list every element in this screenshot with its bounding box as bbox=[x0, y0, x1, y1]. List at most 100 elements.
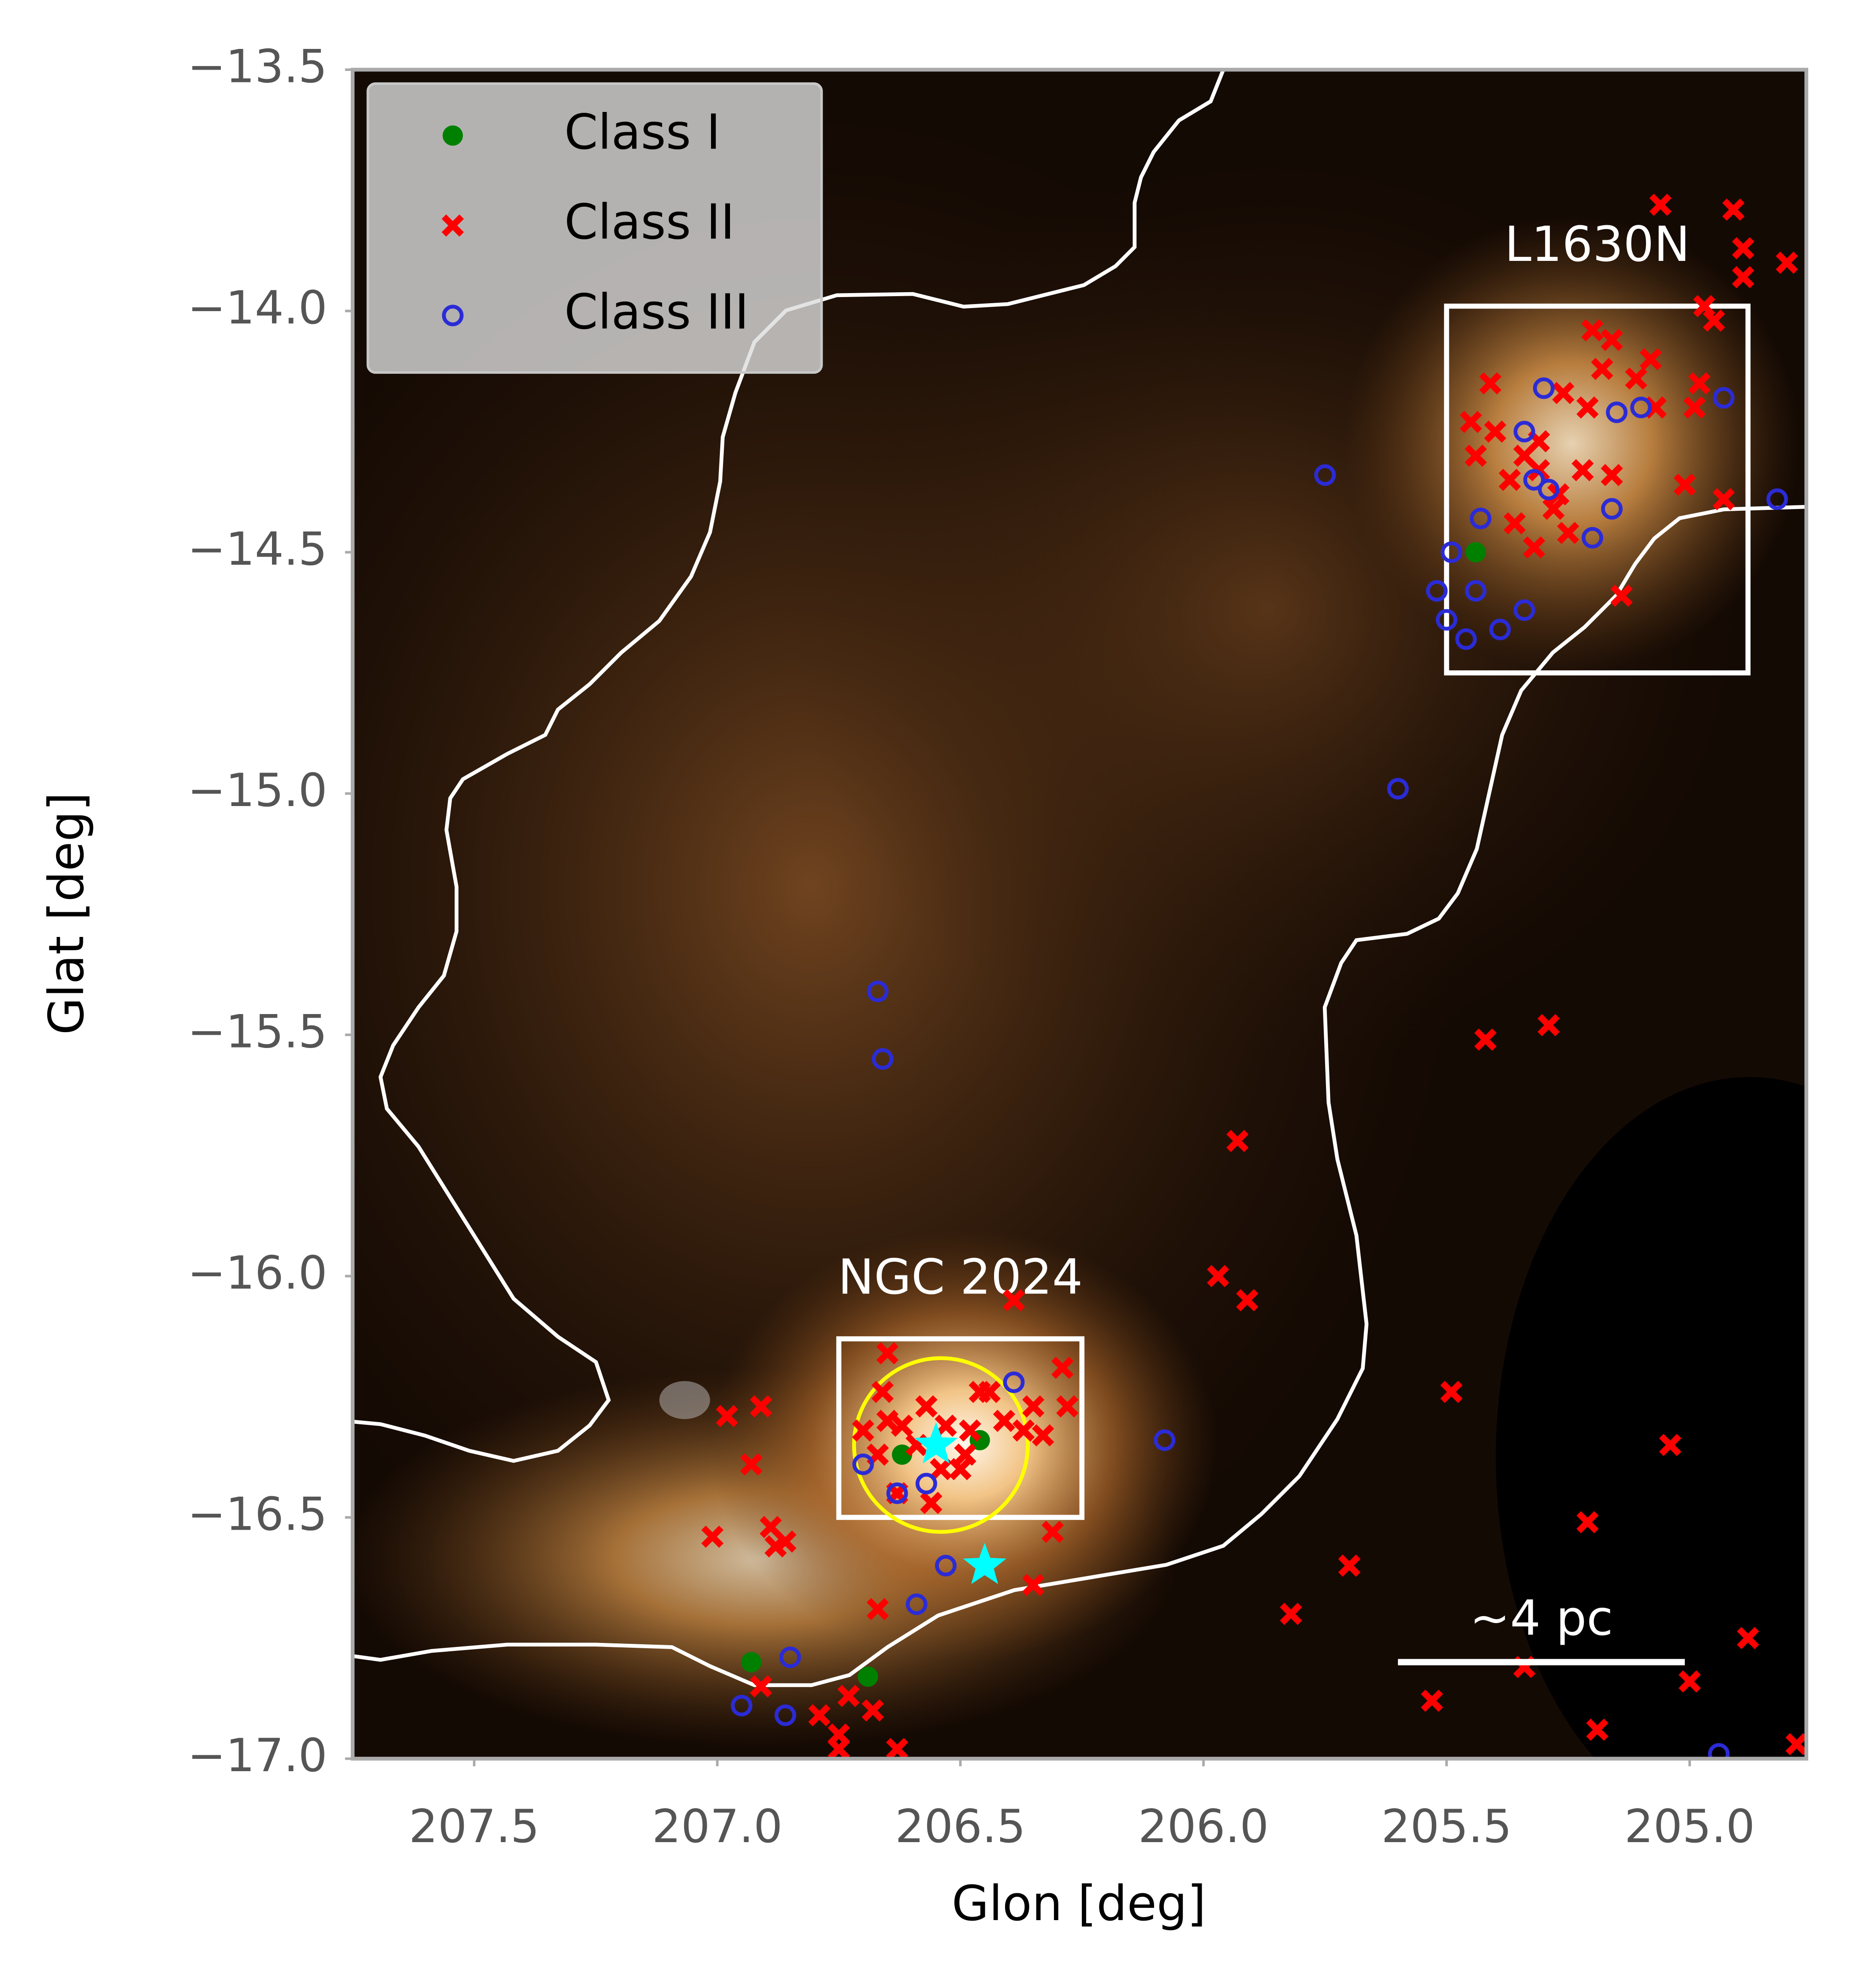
point bbox=[1572, 459, 1594, 482]
point bbox=[935, 1414, 957, 1437]
x-tick-label: 206.5 bbox=[895, 1800, 1025, 1853]
point bbox=[978, 1381, 1001, 1403]
point bbox=[1421, 1690, 1443, 1712]
point bbox=[1022, 1574, 1045, 1596]
x-tick-label: 205.0 bbox=[1624, 1800, 1755, 1853]
point bbox=[1498, 468, 1521, 491]
contours bbox=[352, 70, 1806, 1687]
point bbox=[1441, 541, 1462, 563]
point bbox=[1712, 488, 1735, 510]
point bbox=[1470, 508, 1492, 529]
point bbox=[1154, 1429, 1176, 1451]
point bbox=[1338, 1554, 1361, 1577]
point bbox=[1022, 1395, 1045, 1418]
y-tick-label: −15.5 bbox=[187, 1005, 327, 1058]
point bbox=[866, 1598, 889, 1620]
point bbox=[1601, 464, 1623, 487]
point bbox=[1440, 1381, 1463, 1403]
region-box bbox=[836, 1336, 1085, 1520]
point bbox=[886, 1482, 908, 1504]
point bbox=[867, 981, 889, 1003]
point bbox=[740, 1453, 763, 1475]
legend-label: Class II bbox=[564, 194, 735, 250]
point bbox=[1002, 1289, 1025, 1312]
point bbox=[1649, 193, 1672, 216]
point bbox=[1465, 580, 1487, 602]
point bbox=[1737, 1627, 1759, 1650]
point bbox=[1702, 309, 1725, 332]
region-label: L1630N bbox=[1505, 216, 1690, 272]
point bbox=[1785, 1733, 1806, 1755]
legend-label: Class III bbox=[564, 284, 749, 340]
point bbox=[1513, 420, 1535, 442]
y-tick-label: −16.5 bbox=[187, 1488, 327, 1541]
point bbox=[886, 1738, 909, 1759]
scale-bar-label: ~4 pc bbox=[1470, 1590, 1613, 1646]
point bbox=[1465, 542, 1486, 563]
point bbox=[1581, 319, 1604, 342]
point bbox=[954, 1443, 976, 1466]
point bbox=[876, 1342, 899, 1365]
point bbox=[1606, 401, 1628, 424]
point bbox=[1503, 512, 1526, 535]
point bbox=[1610, 584, 1633, 607]
legend-marker bbox=[443, 125, 463, 146]
legend: Class I Class II Class III bbox=[366, 82, 823, 374]
point bbox=[1464, 444, 1487, 467]
star bbox=[914, 1422, 958, 1464]
point bbox=[1479, 372, 1501, 395]
x-tick-label: 206.0 bbox=[1138, 1800, 1269, 1853]
point bbox=[1513, 599, 1535, 621]
plot-frame bbox=[350, 67, 1808, 1761]
legend-box bbox=[366, 82, 823, 374]
point bbox=[852, 1419, 875, 1442]
point bbox=[1586, 1718, 1609, 1741]
y-tick-label: −15.0 bbox=[187, 764, 327, 817]
point bbox=[1533, 377, 1555, 399]
point bbox=[1314, 464, 1336, 486]
point bbox=[1051, 1356, 1074, 1379]
point bbox=[1693, 295, 1716, 317]
point bbox=[1436, 609, 1457, 631]
point bbox=[1713, 387, 1735, 409]
point bbox=[1207, 1265, 1229, 1287]
point bbox=[1426, 580, 1448, 602]
point bbox=[1678, 1670, 1701, 1693]
point bbox=[871, 1381, 894, 1403]
y-tick-label: −14.5 bbox=[187, 523, 327, 576]
point bbox=[915, 1473, 937, 1494]
point bbox=[935, 1555, 957, 1577]
x-axis-label: Glon [deg] bbox=[952, 1876, 1206, 1932]
point bbox=[1659, 1434, 1682, 1457]
point bbox=[775, 1704, 796, 1726]
point bbox=[949, 1458, 972, 1480]
point bbox=[1484, 420, 1507, 443]
point bbox=[1581, 527, 1603, 549]
point bbox=[1576, 396, 1599, 419]
point bbox=[1591, 357, 1613, 380]
contour bbox=[352, 70, 1225, 1463]
legend-label: Class I bbox=[564, 104, 720, 160]
plot-marks: NGC 2024 L1630N ~4 pc bbox=[701, 193, 1806, 1759]
y-tick-label: −14.0 bbox=[187, 282, 327, 334]
point bbox=[1639, 348, 1662, 371]
point bbox=[1547, 483, 1570, 505]
y-tick-label: −17.0 bbox=[187, 1729, 327, 1782]
point bbox=[959, 1419, 981, 1442]
y-axis-label: Glat [deg] bbox=[39, 792, 95, 1035]
point bbox=[730, 1694, 752, 1717]
point bbox=[1708, 1743, 1730, 1759]
point bbox=[1601, 498, 1623, 520]
point bbox=[1732, 237, 1754, 260]
point bbox=[715, 1405, 738, 1427]
point bbox=[1280, 1602, 1302, 1625]
contour bbox=[352, 505, 1806, 1687]
point bbox=[871, 1048, 894, 1070]
point bbox=[837, 1685, 860, 1707]
point bbox=[1601, 329, 1623, 351]
point bbox=[1056, 1395, 1079, 1418]
point bbox=[891, 1414, 913, 1437]
point bbox=[741, 1652, 762, 1672]
point bbox=[1766, 488, 1788, 510]
